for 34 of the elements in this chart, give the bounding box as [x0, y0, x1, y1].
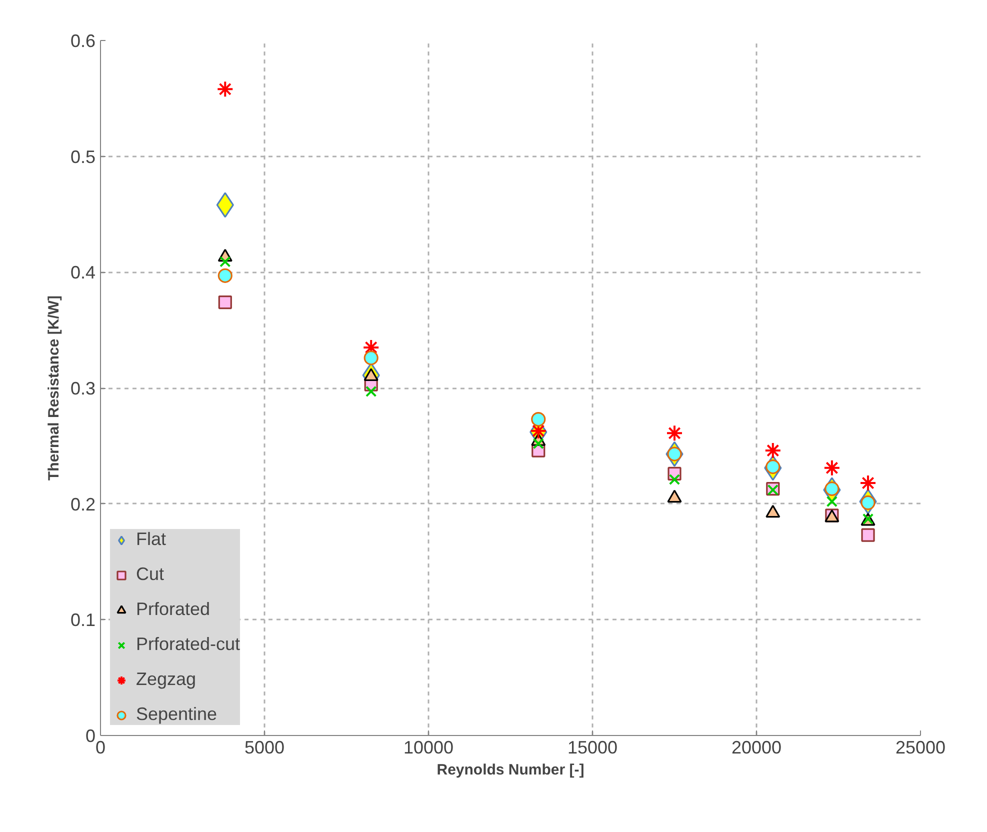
point — [218, 295, 232, 310]
y-tick-label: 0.6 — [70, 31, 96, 51]
point — [826, 496, 838, 508]
point — [366, 386, 377, 398]
legend-label: Zegzag — [136, 669, 196, 690]
x-axis-title: Reynolds Number [-] — [436, 762, 584, 778]
point — [668, 474, 680, 486]
legend-label: Sepentine — [136, 704, 218, 725]
y-tick-label: 0.2 — [70, 494, 96, 514]
y-tick-label: 0.4 — [70, 262, 96, 283]
y-tick-label: 0.5 — [70, 146, 96, 167]
y-tick-label: 0.3 — [70, 378, 96, 398]
point — [216, 80, 234, 98]
y-axis-title: Thermal Resistance [K/W] — [45, 295, 62, 481]
point — [218, 268, 232, 283]
point — [861, 528, 875, 542]
x-tick-label: 25000 — [895, 738, 946, 758]
legend-label: Prforated-cut — [136, 634, 240, 655]
point — [364, 350, 378, 366]
x-tick-label: 10000 — [403, 738, 454, 758]
point — [764, 442, 782, 460]
point — [220, 256, 231, 268]
y-tick-label: 0.1 — [70, 610, 96, 630]
x-tick-label: 20000 — [731, 738, 782, 758]
legend-label: Cut — [136, 564, 164, 585]
legend-label: Flat — [136, 529, 166, 550]
point — [860, 474, 877, 492]
x-tick-label: 5000 — [244, 738, 285, 758]
point — [531, 412, 546, 427]
point — [823, 459, 840, 476]
legend-label: Prforated — [136, 599, 210, 620]
point — [767, 484, 778, 496]
point — [666, 424, 683, 442]
x-tick-label: 15000 — [567, 738, 618, 758]
